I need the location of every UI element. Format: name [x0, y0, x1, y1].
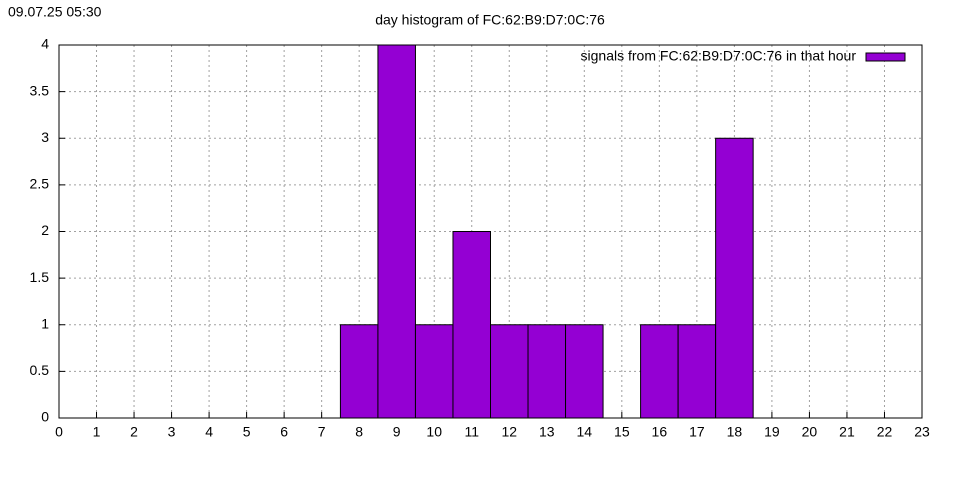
x-tick-label: 15	[614, 424, 630, 440]
y-tick-label: 0.5	[30, 362, 50, 378]
x-tick-label: 11	[464, 424, 479, 440]
x-tick-label: 0	[55, 424, 63, 440]
x-tick-label: 1	[93, 424, 101, 440]
x-tick-label: 8	[355, 424, 363, 440]
x-tick-label: 14	[577, 424, 593, 440]
x-tick-label: 22	[877, 424, 893, 440]
bar	[377, 44, 416, 419]
bar	[715, 137, 754, 419]
y-tick-label: 2.5	[30, 176, 50, 192]
x-tick-label: 18	[727, 424, 743, 440]
x-tick-label: 3	[168, 424, 176, 440]
bar	[640, 324, 679, 419]
x-tick-label: 20	[802, 424, 818, 440]
legend-label: signals from FC:62:B9:D7:0C:76 in that h…	[581, 48, 857, 64]
y-tick-label: 0	[41, 409, 49, 425]
bar	[490, 324, 529, 419]
bar	[527, 324, 567, 419]
x-tick-label: 17	[689, 424, 705, 440]
timestamp: 09.07.25 05:30	[8, 4, 102, 20]
x-tick-label: 7	[318, 424, 326, 440]
x-tick-label: 13	[539, 424, 555, 440]
x-tick-label: 9	[393, 424, 401, 440]
y-tick-label: 2	[41, 222, 49, 238]
x-tick-label: 6	[280, 424, 288, 440]
bar	[565, 324, 604, 419]
bar	[339, 324, 379, 419]
x-tick-label: 2	[130, 424, 138, 440]
y-tick-label: 3.5	[30, 82, 50, 98]
x-tick-label: 4	[205, 424, 213, 440]
bar	[414, 324, 454, 419]
y-tick-label: 1	[41, 315, 49, 331]
y-tick-label: 4	[41, 36, 49, 52]
x-tick-label: 16	[652, 424, 668, 440]
legend-swatch	[865, 52, 906, 62]
y-tick-label: 1.5	[30, 269, 50, 285]
x-tick-label: 21	[839, 424, 855, 440]
x-tick-label: 19	[764, 424, 780, 440]
bar	[452, 231, 492, 419]
plot-frame	[58, 44, 923, 419]
x-tick-label: 12	[501, 424, 517, 440]
x-tick-label: 23	[914, 424, 930, 440]
bar	[677, 324, 717, 419]
chart-title: day histogram of FC:62:B9:D7:0C:76	[375, 12, 605, 28]
y-tick-label: 3	[41, 129, 49, 145]
x-tick-label: 5	[243, 424, 251, 440]
x-tick-label: 10	[426, 424, 442, 440]
